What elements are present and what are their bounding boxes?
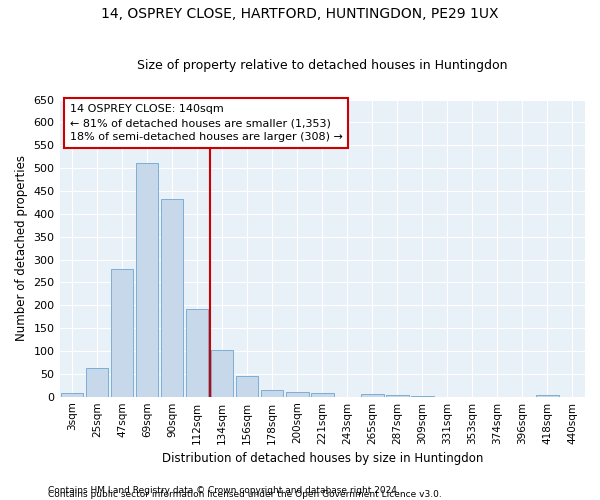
Bar (86, 368, 109, 396)
Bar (261, 390, 283, 396)
Bar (211, 350, 233, 397)
Text: 14, OSPREY CLOSE, HARTFORD, HUNTINGDON, PE29 1UX: 14, OSPREY CLOSE, HARTFORD, HUNTINGDON, … (101, 8, 499, 22)
Bar (186, 309, 208, 396)
Bar (361, 394, 383, 396)
Bar (236, 376, 259, 396)
Bar (536, 395, 559, 396)
Y-axis label: Number of detached properties: Number of detached properties (15, 155, 28, 341)
Bar (311, 393, 334, 396)
Bar (111, 268, 133, 396)
Text: Contains public sector information licensed under the Open Government Licence v3: Contains public sector information licen… (48, 490, 442, 499)
Bar (161, 199, 184, 396)
Bar (136, 162, 158, 396)
Bar (286, 392, 308, 396)
Text: 14 OSPREY CLOSE: 140sqm
← 81% of detached houses are smaller (1,353)
18% of semi: 14 OSPREY CLOSE: 140sqm ← 81% of detache… (70, 104, 343, 142)
Bar (61, 393, 83, 396)
Text: Contains HM Land Registry data © Crown copyright and database right 2024.: Contains HM Land Registry data © Crown c… (48, 486, 400, 495)
X-axis label: Distribution of detached houses by size in Huntingdon: Distribution of detached houses by size … (161, 452, 483, 465)
Title: Size of property relative to detached houses in Huntingdon: Size of property relative to detached ho… (137, 59, 508, 72)
